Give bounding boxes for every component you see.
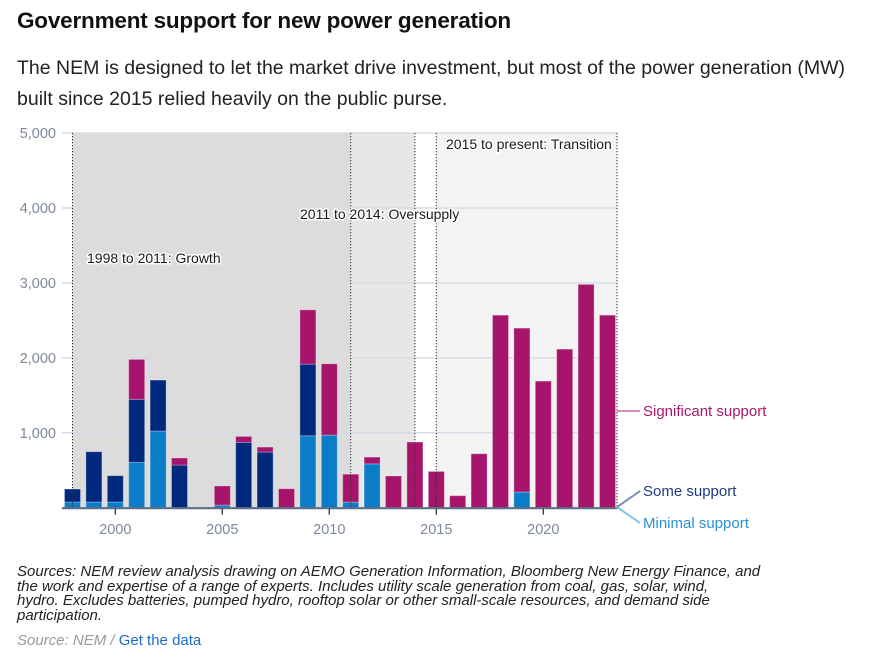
period-shade-1 bbox=[350, 133, 415, 508]
bar-segment-2009-significant-support bbox=[299, 309, 317, 365]
legend-label-minimal-support: Minimal support bbox=[643, 515, 750, 532]
bar-segment-2019-significant-support bbox=[513, 327, 531, 493]
bar-segment-2009-some-support bbox=[299, 363, 317, 437]
bar-segment-2003-some-support bbox=[171, 464, 188, 509]
source-credit: Source: NEM / Get the data bbox=[17, 632, 877, 650]
y-tick-label: 5,000 bbox=[20, 126, 56, 142]
bar-segment-2001-minimal-support bbox=[128, 461, 146, 509]
bar-segment-2002-some-support bbox=[149, 379, 167, 432]
y-tick-label: 3,000 bbox=[20, 276, 56, 292]
period-label: 1998 to 2011: Growth bbox=[87, 250, 221, 266]
sources-line: the work and expertise of a range of exp… bbox=[17, 577, 709, 595]
x-tick-label: 2015 bbox=[420, 522, 452, 538]
get-the-data-link[interactable]: Get the data bbox=[118, 632, 202, 650]
bar-segment-2020-significant-support bbox=[534, 380, 552, 509]
bar-segment-2007-some-support bbox=[256, 451, 274, 509]
bar-segment-2022-significant-support bbox=[577, 283, 595, 509]
footer: Sources: NEM review analysis drawing on … bbox=[17, 563, 877, 650]
bars bbox=[64, 283, 616, 509]
bar-segment-2021-significant-support bbox=[556, 348, 574, 509]
bar-segment-2003-significant-support bbox=[171, 457, 188, 466]
bar-segment-1999-some-support bbox=[85, 451, 103, 503]
y-tick-label: 4,000 bbox=[20, 201, 56, 217]
bar-segment-2012-significant-support bbox=[363, 456, 381, 465]
bar-segment-2007-significant-support bbox=[256, 446, 274, 453]
legend-label-significant-support: Significant support bbox=[643, 403, 767, 420]
bar-segment-2000-minimal-support bbox=[106, 501, 124, 509]
period-label: 2015 to present: Transition bbox=[446, 136, 612, 152]
chart-title: Government support for new power generat… bbox=[17, 8, 511, 33]
legend-connector bbox=[616, 490, 641, 508]
bar-segment-2006-some-support bbox=[235, 441, 253, 509]
y-tick-label: 2,000 bbox=[20, 351, 56, 367]
sources-line: participation. bbox=[17, 606, 103, 624]
bar-segment-2006-significant-support bbox=[235, 435, 253, 443]
bar-segment-2001-significant-support bbox=[128, 358, 146, 400]
period-label: 2011 to 2014: Oversupply bbox=[300, 206, 459, 222]
legend-connector bbox=[616, 506, 641, 524]
sources-note: Sources: NEM review analysis drawing on … bbox=[17, 563, 877, 624]
bar-segment-2002-minimal-support bbox=[149, 430, 167, 509]
legend-label-some-support: Some support bbox=[643, 483, 737, 500]
period-dividers bbox=[72, 133, 618, 508]
bar-segment-1999-minimal-support bbox=[85, 501, 103, 509]
bar-segment-2018-significant-support bbox=[492, 314, 509, 509]
bar-segment-2009-minimal-support bbox=[299, 435, 317, 509]
bar-segment-2005-significant-support bbox=[213, 485, 231, 506]
x-tick-label: 2020 bbox=[527, 522, 559, 538]
period-labels: 1998 to 2011: Growth 2011 to 2014: Oversu… bbox=[86, 135, 614, 268]
stacked-bar-chart: 1,000 2,000 3,000 4,000 5,000 2000 2005 2010 201… bbox=[20, 126, 768, 538]
axes: 1,000 2,000 3,000 4,000 5,000 2000 2005 2010 201… bbox=[20, 126, 617, 538]
x-tick-label: 2010 bbox=[313, 522, 345, 538]
bar-segment-2008-significant-support bbox=[278, 488, 295, 509]
bar-segment-2017-significant-support bbox=[470, 453, 488, 509]
bar-segment-2016-significant-support bbox=[449, 495, 467, 509]
bar-segment-2012-minimal-support bbox=[363, 463, 381, 509]
bar-segment-2023-significant-support bbox=[599, 314, 616, 509]
bar-segment-2001-some-support bbox=[128, 398, 146, 463]
y-tick-label: 1,000 bbox=[20, 426, 56, 442]
bar-segment-2019-minimal-support bbox=[513, 491, 531, 509]
bar-segment-2000-some-support bbox=[106, 475, 124, 503]
bar-segment-2013-significant-support bbox=[385, 475, 402, 509]
bar-segment-2010-significant-support bbox=[320, 363, 338, 436]
chart-subtitle: The NEM is designed to let the market dr… bbox=[17, 57, 846, 110]
sources-line: hydro. Excludes batteries, pumped hydro,… bbox=[17, 592, 710, 610]
sources-line: Sources: NEM review analysis drawing on … bbox=[17, 563, 761, 580]
x-tick-label: 2000 bbox=[99, 522, 131, 538]
x-tick-label: 2005 bbox=[206, 522, 238, 538]
legend: Minimal support Some support Significant s… bbox=[616, 403, 767, 532]
bar-segment-2010-minimal-support bbox=[320, 434, 338, 509]
source-prefix: Source: NEM / bbox=[17, 632, 119, 650]
